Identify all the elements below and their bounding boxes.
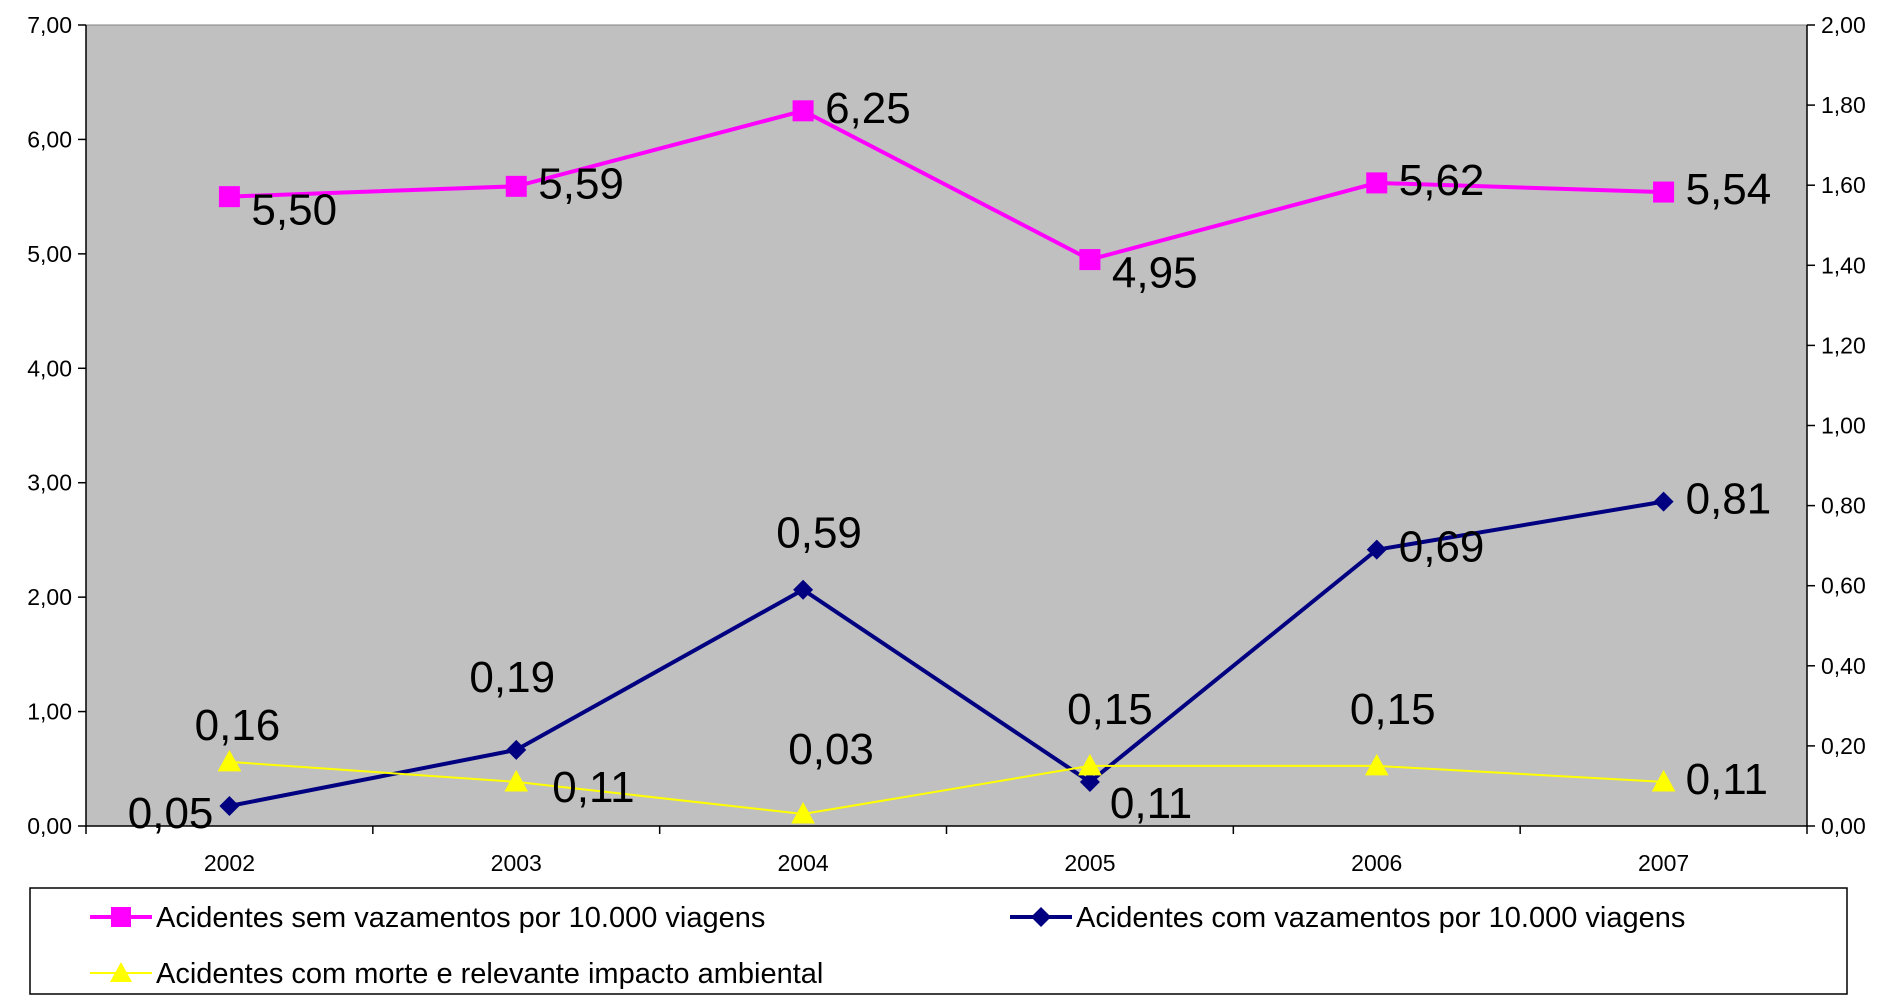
data-label: 5,54 [1686,165,1772,214]
data-label: 6,25 [825,84,911,133]
y-right-tick-label: 0,00 [1821,813,1866,839]
plot-area [85,24,1808,827]
data-label: 0,15 [1350,685,1436,734]
data-label: 0,11 [1686,755,1768,804]
y-right-tick-label: 1,00 [1821,413,1866,439]
legend-label: Acidentes com morte e relevante impacto … [156,958,823,990]
y-right-tick-label: 1,80 [1821,92,1866,118]
data-label: 5,62 [1399,156,1485,205]
data-label: 0,03 [788,725,874,774]
data-label: 0,81 [1686,475,1772,524]
x-tick-label: 2002 [204,850,255,876]
y-right-tick-label: 1,40 [1821,252,1866,278]
legend-marker [1031,907,1051,927]
y-left-tick-label: 2,00 [27,584,72,610]
y-left-tick-label: 4,00 [27,355,72,381]
data-point [1364,753,1389,776]
data-point [791,801,815,824]
series-line [229,760,1664,816]
data-point [1366,172,1388,194]
x-tick-label: 2003 [491,850,542,876]
legend-label: Acidentes com vazamentos por 10.000 viag… [1076,902,1685,934]
data-label: 5,59 [538,159,624,208]
data-label: 0,16 [195,701,281,750]
data-label: 0,69 [1399,523,1485,572]
data-point [504,769,529,792]
data-label: 0,15 [1067,685,1153,734]
legend-item: Acidentes com vazamentos por 10.000 viag… [1010,902,1685,934]
data-point [506,739,527,760]
x-tick-label: 2005 [1064,850,1115,876]
data-point [793,579,814,600]
data-point [1366,539,1387,560]
series-line [229,108,1664,262]
series-1 [219,491,1674,816]
data-label: 4,95 [1112,249,1198,298]
data-point [1079,771,1100,792]
legend-box [29,887,1848,995]
data-point [217,749,242,772]
data-label: 0,11 [1110,779,1192,828]
legend-marker [111,907,131,927]
y-left-tick-label: 5,00 [27,241,72,267]
data-label: 0,19 [469,653,555,702]
legend-label: Acidentes sem vazamentos por 10.000 viag… [156,902,765,934]
y-left-tick-label: 0,00 [27,813,72,839]
data-point [1651,769,1676,792]
y-left-tick-label: 3,00 [27,470,72,496]
legend-marker [110,962,132,982]
data-point [219,795,240,816]
data-label: 0,59 [776,509,862,558]
y-left-tick-label: 1,00 [27,699,72,725]
data-point [792,100,814,122]
data-label: 0,11 [552,763,634,812]
y-right-tick-label: 0,20 [1821,733,1866,759]
data-point [1653,491,1674,512]
y-right-tick-label: 2,00 [1821,12,1866,38]
legend-item: Acidentes com morte e relevante impacto … [90,958,823,990]
data-point [1078,753,1102,776]
data-point [218,186,240,208]
legend-item: Acidentes sem vazamentos por 10.000 viag… [90,902,765,934]
x-tick-label: 2007 [1638,850,1689,876]
series-2 [217,749,1676,824]
y-left-tick-label: 7,00 [27,12,72,38]
y-left-tick-label: 6,00 [27,126,72,152]
y-right-tick-label: 1,60 [1821,172,1866,198]
data-point [1653,181,1675,203]
x-tick-label: 2004 [777,850,828,876]
data-point [505,175,527,197]
y-right-tick-label: 0,40 [1821,653,1866,679]
series-line [229,499,1664,808]
y-right-tick-label: 1,20 [1821,332,1866,358]
series-0 [218,100,1675,271]
y-right-tick-label: 0,80 [1821,493,1866,519]
legend: Acidentes sem vazamentos por 10.000 viag… [29,887,1848,995]
data-point [1079,249,1101,271]
x-tick-label: 2006 [1351,850,1402,876]
y-right-tick-label: 0,60 [1821,573,1866,599]
data-label: 0,05 [128,789,214,838]
data-label: 5,50 [251,186,337,235]
